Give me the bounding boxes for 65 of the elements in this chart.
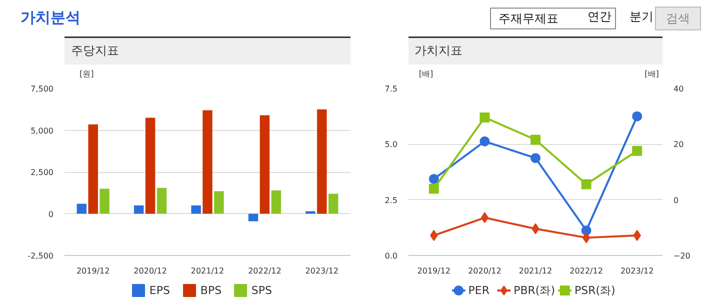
bar: [191, 205, 201, 214]
bar: [306, 211, 316, 214]
point: [428, 174, 439, 184]
x-tick-label: 2021/12: [190, 266, 224, 276]
y-tick-label: 5,000: [30, 126, 54, 136]
y-tick-label: 7.5: [384, 84, 398, 94]
point: [428, 184, 439, 194]
x-tick-label: 2022/12: [248, 266, 282, 276]
text: 분기: [630, 10, 654, 24]
y-tick-label: 7,500: [30, 84, 54, 94]
text: 검색: [666, 12, 690, 26]
point: [530, 153, 540, 164]
bar: [328, 194, 338, 214]
chart-title: 주당지표: [71, 44, 120, 58]
text: 연간: [588, 10, 612, 24]
point: [480, 212, 489, 224]
y2-axis-title: [배]: [644, 70, 659, 78]
y-tick-label: 0: [48, 210, 54, 219]
y2-tick-label: 20: [674, 140, 684, 150]
point: [480, 112, 490, 122]
bar: [134, 205, 144, 214]
bar: [271, 190, 281, 214]
y2-tick-label: 0: [674, 196, 679, 205]
x-tick-label: 2020/12: [468, 266, 502, 276]
bar: [248, 214, 258, 222]
y-axis-title: [원]: [80, 70, 94, 78]
bar: [100, 188, 110, 214]
legend-label: PBR(좌): [514, 284, 555, 297]
x-tick-label: 2021/12: [518, 266, 552, 276]
legend-label: SPS: [251, 284, 272, 297]
y2-tick-label: 40: [674, 84, 684, 94]
point: [480, 136, 490, 146]
x-tick-label: 2019/12: [417, 266, 451, 276]
legend-label: EPS: [149, 284, 170, 297]
point: [582, 232, 590, 244]
chart-title: 가치지표: [414, 44, 462, 58]
bar: [76, 204, 87, 214]
x-tick-label: 2023/12: [305, 266, 339, 276]
x-tick-label: 2019/12: [76, 266, 110, 276]
y2-tick-label: −20: [674, 252, 690, 260]
point: [581, 179, 592, 190]
bar: [317, 109, 327, 214]
y-tick-label: 0.0: [384, 252, 398, 260]
y-tick-label: 2.5: [384, 196, 398, 205]
y-tick-label: -2,500: [28, 252, 54, 260]
text: 주재무제표: [498, 12, 558, 26]
x-tick-label: 2023/12: [620, 266, 654, 276]
bar: [156, 188, 167, 214]
legend-label: BPS: [200, 284, 222, 297]
bar: [202, 110, 212, 214]
point: [530, 134, 540, 145]
x-tick-label: 2022/12: [570, 266, 603, 276]
bar: [145, 118, 156, 214]
y-tick-label: 2,500: [30, 168, 54, 177]
legend-label: PSR(좌): [574, 284, 616, 297]
bar: [260, 115, 270, 214]
y-axis-title: [배]: [418, 70, 434, 78]
point: [632, 111, 642, 122]
bar: [214, 191, 224, 214]
legend-label: PER: [468, 284, 490, 297]
point: [632, 146, 642, 156]
text: 가치분석: [20, 8, 80, 27]
bar: [88, 124, 98, 214]
x-tick-label: 2020/12: [134, 266, 167, 276]
y-tick-label: 5.0: [384, 140, 398, 150]
